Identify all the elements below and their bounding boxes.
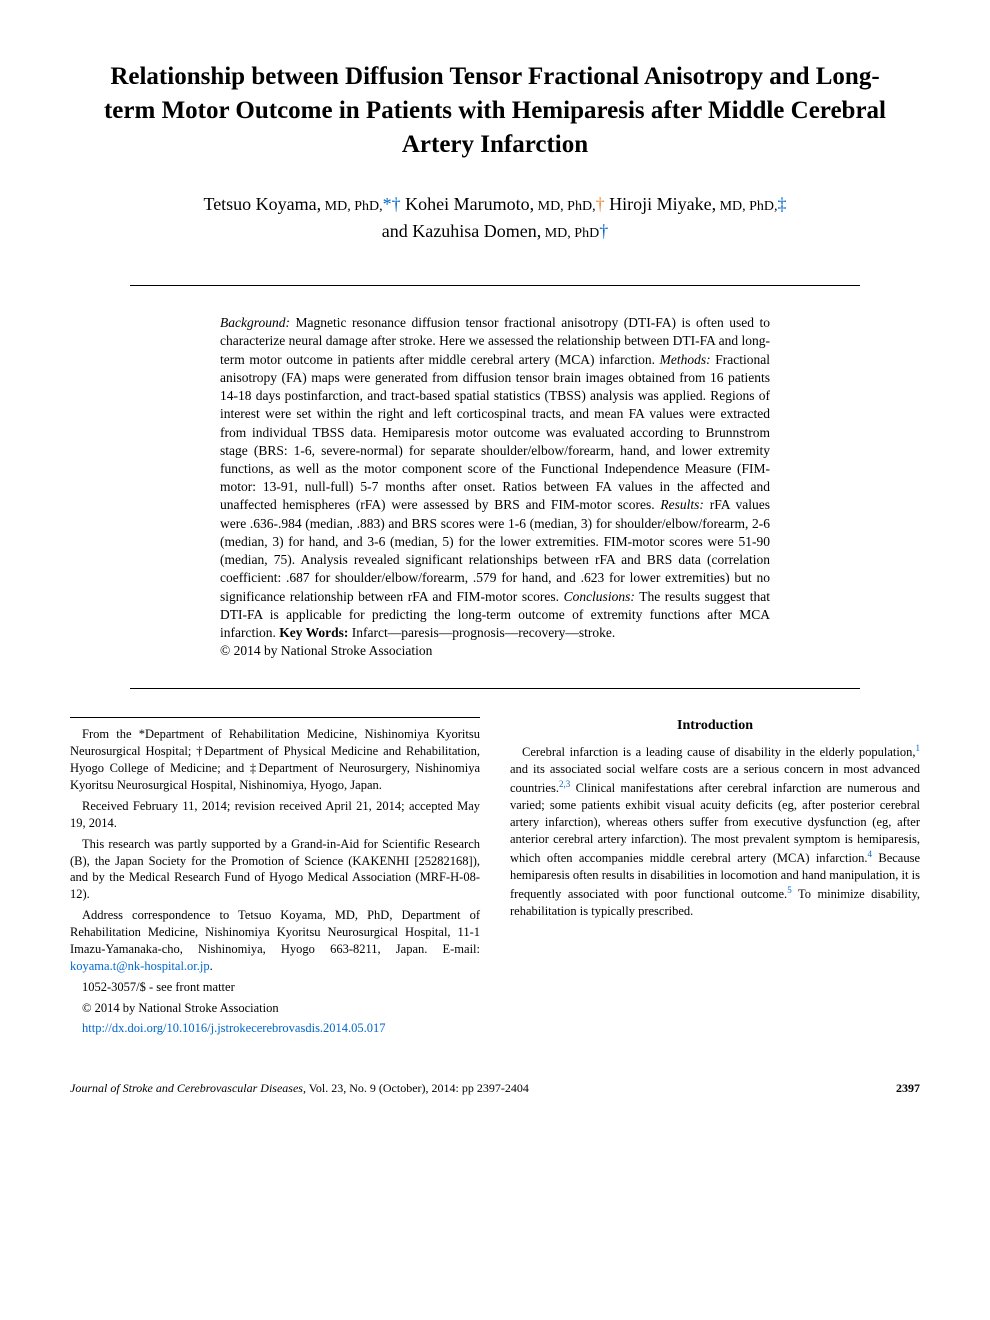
correspondence-post: . <box>210 959 213 973</box>
author-degree: MD, PhD, <box>321 199 382 214</box>
journal-citation: Journal of Stroke and Cerebrovascular Di… <box>70 1081 529 1096</box>
issue-info: Vol. 23, No. 9 (October), 2014: pp 2397-… <box>306 1081 529 1095</box>
abstract-label: Results: <box>660 497 704 512</box>
body-text: Cerebral infarction is a leading cause o… <box>522 745 916 759</box>
divider <box>130 688 860 689</box>
article-title: Relationship between Diffusion Tensor Fr… <box>70 60 920 161</box>
article-info: From the *Department of Rehabilitation M… <box>70 717 480 1041</box>
section-heading: Introduction <box>510 717 920 736</box>
journal-name: Journal of Stroke and Cerebrovascular Di… <box>70 1081 306 1095</box>
copyright-text: © 2014 by National Stroke Association <box>70 1000 480 1017</box>
page-number: 2397 <box>896 1081 920 1096</box>
citation-ref[interactable]: 2,3 <box>559 779 570 789</box>
funding-text: This research was partly supported by a … <box>70 836 480 904</box>
citation-ref[interactable]: 1 <box>916 743 921 753</box>
correspondence-text: Address correspondence to Tetsuo Koyama,… <box>70 907 480 975</box>
author-degree: MD, PhD, <box>716 199 777 214</box>
author: Hiroji Miyake, <box>609 194 716 214</box>
divider <box>130 285 860 286</box>
doi-link[interactable]: http://dx.doi.org/10.1016/j.jstrokecereb… <box>82 1021 386 1035</box>
body-text: Clinical manifestations after cerebral i… <box>510 781 920 865</box>
affil-mark: † <box>596 194 605 214</box>
copyright: © 2014 by National Stroke Association <box>220 643 432 658</box>
abstract-label: Conclusions: <box>564 589 635 604</box>
keywords-label: Key Words: <box>279 625 348 640</box>
affil-mark: † <box>599 221 608 241</box>
author: Kohei Marumoto, <box>405 194 534 214</box>
body-columns: From the *Department of Rehabilitation M… <box>70 717 920 1041</box>
abstract-label: Methods: <box>660 352 711 367</box>
author-degree: MD, PhD, <box>534 199 595 214</box>
abstract: Background: Magnetic resonance diffusion… <box>220 314 770 660</box>
correspondence-pre: Address correspondence to Tetsuo Koyama,… <box>70 908 480 956</box>
affil-mark: ‡ <box>778 194 787 214</box>
issn-text: 1052-3057/$ - see front matter <box>70 979 480 996</box>
author: Tetsuo Koyama, <box>203 194 321 214</box>
email-link[interactable]: koyama.t@nk-hospital.or.jp <box>70 959 210 973</box>
affil-mark: *† <box>383 194 401 214</box>
abstract-label: Background: <box>220 315 290 330</box>
dates-text: Received February 11, 2014; revision rec… <box>70 798 480 832</box>
author: and Kazuhisa Domen, <box>382 221 541 241</box>
page-footer: Journal of Stroke and Cerebrovascular Di… <box>70 1081 920 1096</box>
author-degree: MD, PhD <box>541 226 599 241</box>
intro-paragraph: Cerebral infarction is a leading cause o… <box>510 742 920 919</box>
abstract-text: Fractional anisotropy (FA) maps were gen… <box>220 352 770 513</box>
introduction: Introduction Cerebral infarction is a le… <box>510 717 920 1041</box>
keywords: Infarct—paresis—prognosis—recovery—strok… <box>348 625 615 640</box>
author-list: Tetsuo Koyama, MD, PhD,*† Kohei Marumoto… <box>70 191 920 245</box>
affiliation-text: From the *Department of Rehabilitation M… <box>70 726 480 794</box>
